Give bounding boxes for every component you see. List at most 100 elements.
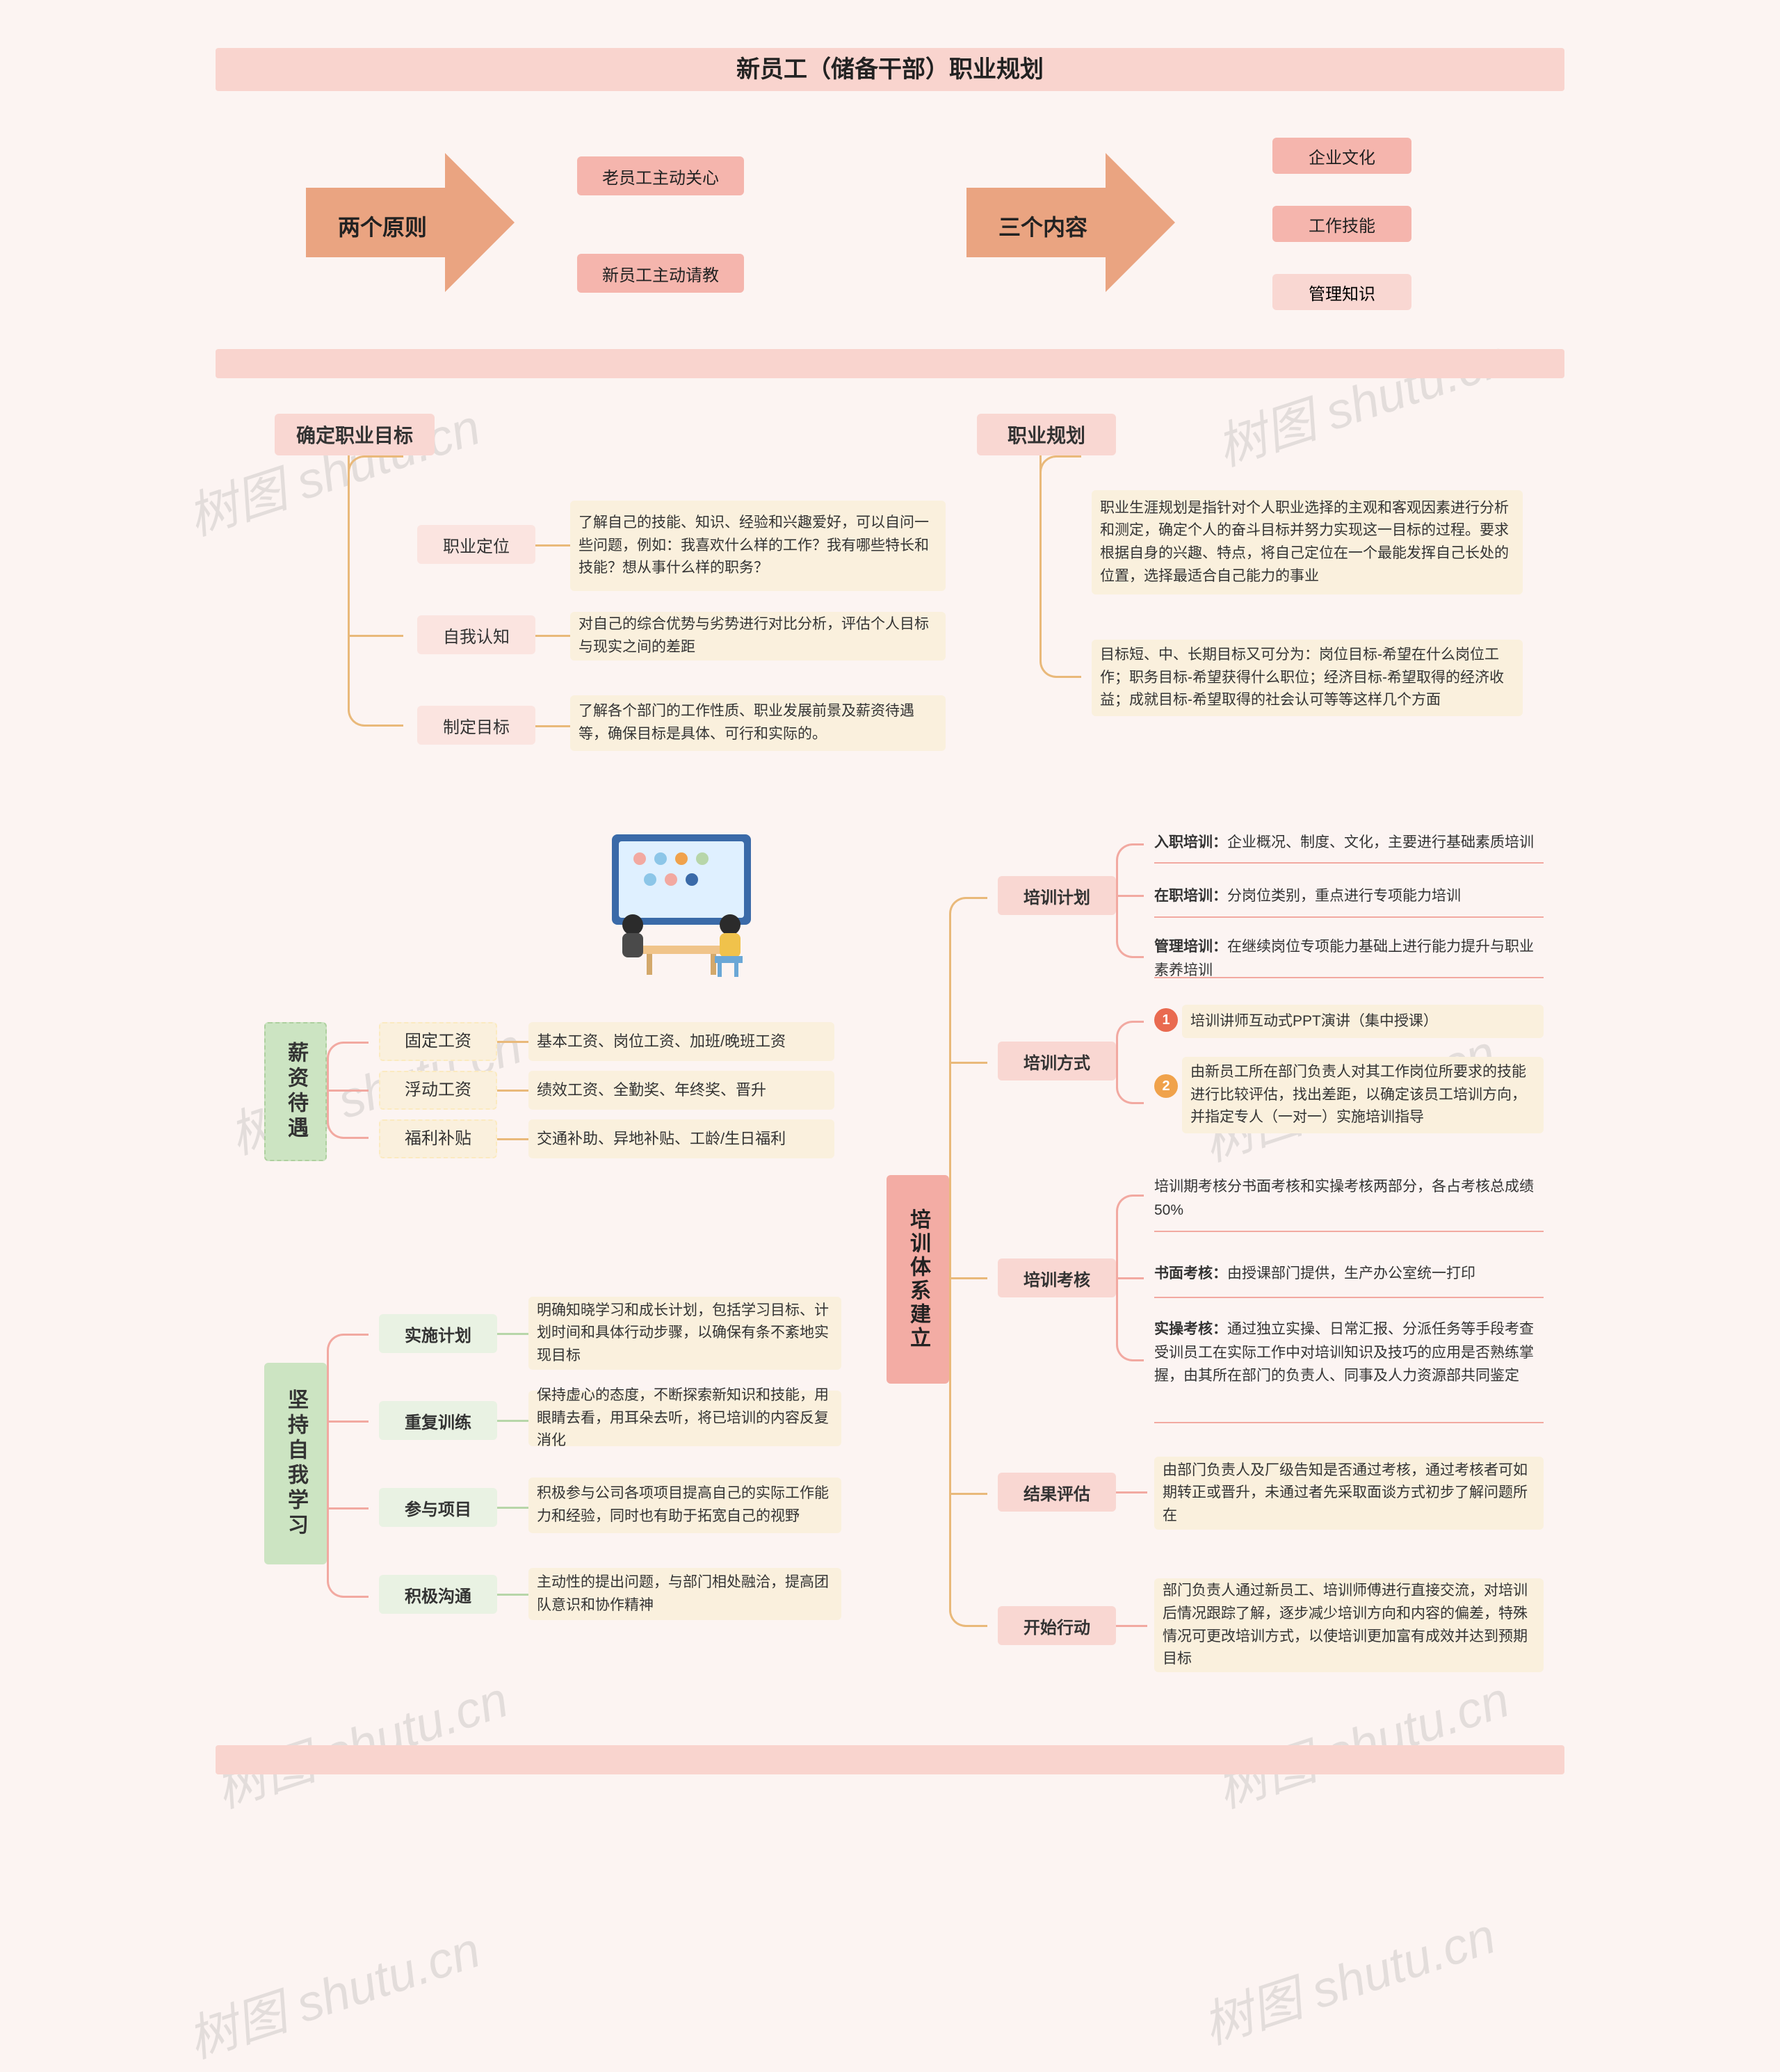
conn <box>497 1138 528 1140</box>
conn <box>348 455 403 727</box>
arrow-principles-label: 两个原则 <box>320 210 445 242</box>
content-item-2: 管理知识 <box>1272 274 1411 310</box>
selfstudy-row-2-desc: 积极参与公司各项项目提高自己的实际工作能力和经验，同时也有助于拓宽自己的视野 <box>528 1478 841 1533</box>
goal-row-2-desc: 了解各个部门的工作性质、职业发展前景及薪资待遇等，确保目标是具体、可行和实际的。 <box>570 695 946 751</box>
conn <box>1116 1195 1144 1278</box>
illustration-meeting <box>591 827 772 980</box>
conn <box>348 635 403 637</box>
watermark: 树图 shutu.cn <box>177 1909 487 2072</box>
training-sec-1-item-0: 培训讲师互动式PPT演讲（集中授课） <box>1182 1005 1544 1038</box>
plan-title: 职业规划 <box>977 414 1116 455</box>
goal-row-0-desc: 了解自己的技能、知识、经验和兴趣爱好，可以自问一些问题，例如：我喜欢什么样的工作… <box>570 501 946 591</box>
content-item-0: 企业文化 <box>1272 138 1411 174</box>
salary-row-1-label: 浮动工资 <box>379 1071 497 1110</box>
plan-para-0: 职业生涯规划是指针对个人职业选择的主观和客观因素进行分析和测定，确定个人的奋斗目… <box>1092 490 1523 594</box>
conn <box>949 897 987 1279</box>
conn <box>1116 895 1144 897</box>
salary-row-0-desc: 基本工资、岗位工资、加班/晚班工资 <box>528 1022 834 1061</box>
sep <box>1154 1422 1544 1423</box>
training-sec-4-desc: 部门负责人通过新员工、培训师傅进行直接交流，对培训后情况跟踪了解，逐步减少培训方… <box>1154 1578 1544 1672</box>
plan-para-1: 目标短、中、长期目标又可分为：岗位目标-希望在什么岗位工作；职务目标-希望获得什… <box>1092 640 1523 716</box>
number-badge-2: 2 <box>1154 1074 1178 1098</box>
training-sec-0-item-0: 入职培训：企业概况、制度、文化，主要进行基础素质培训 <box>1154 831 1544 855</box>
salary-title: 薪资待遇 <box>264 1022 327 1161</box>
conn <box>1116 1021 1144 1062</box>
watermark: 树图 shutu.cn <box>1206 316 1516 480</box>
content-item-1: 工作技能 <box>1272 206 1411 242</box>
conn <box>327 1334 369 1466</box>
conn <box>497 1420 528 1422</box>
conn <box>497 1090 528 1092</box>
training-sec-0-item-2: 管理培训：在继续岗位专项能力基础上进行能力提升与职业素养培训 <box>1154 935 1544 982</box>
conn <box>327 1090 369 1092</box>
conn <box>949 1279 987 1627</box>
conn <box>949 1493 987 1495</box>
divider-1 <box>216 349 1564 378</box>
conn <box>1116 1278 1144 1361</box>
arrow-contents: 三个内容 <box>966 153 1175 292</box>
number-badge-1: 1 <box>1154 1008 1178 1032</box>
selfstudy-row-3-desc: 主动性的提出问题，与部门相处融洽，提高团队意识和协作精神 <box>528 1568 841 1620</box>
conn <box>497 1333 528 1335</box>
training-sec-0-item-1: 在职培训：分岗位类别，重点进行专项能力培训 <box>1154 884 1544 908</box>
principle-item-1: 新员工主动请教 <box>577 254 744 293</box>
watermark: 树图 shutu.cn <box>1206 1658 1516 1822</box>
conn <box>949 1062 987 1064</box>
conn <box>497 1507 528 1509</box>
arrow-principles: 两个原则 <box>306 153 515 292</box>
conn <box>1039 455 1081 678</box>
conn <box>497 1041 528 1043</box>
selfstudy-row-2-label: 参与项目 <box>379 1488 497 1527</box>
salary-row-0-label: 固定工资 <box>379 1022 497 1061</box>
training-sec-3-label: 结果评估 <box>998 1473 1116 1512</box>
divider-2 <box>216 1745 1564 1774</box>
conn <box>535 725 570 727</box>
training-sec-1-label: 培训方式 <box>998 1042 1116 1080</box>
goal-row-0-label: 职业定位 <box>417 525 535 564</box>
conn <box>1116 843 1144 896</box>
training-sec-4-label: 开始行动 <box>998 1606 1116 1645</box>
conn <box>949 1277 987 1279</box>
conn <box>1116 1491 1147 1494</box>
conn <box>535 635 570 637</box>
sep <box>1154 862 1544 864</box>
selfstudy-title: 坚持自我学习 <box>264 1363 327 1564</box>
conn <box>1116 1062 1144 1104</box>
training-sec-2-item-1: 书面考核：由授课部门提供，生产办公室统一打印 <box>1154 1262 1544 1286</box>
conn <box>327 1042 369 1090</box>
conn <box>327 1090 369 1139</box>
sep <box>1154 1231 1544 1232</box>
selfstudy-row-3-label: 积极沟通 <box>379 1575 497 1614</box>
sep <box>1154 916 1544 918</box>
watermark: 树图 shutu.cn <box>204 1658 515 1822</box>
salary-row-2-label: 福利补贴 <box>379 1119 497 1158</box>
training-sec-2-label: 培训考核 <box>998 1258 1116 1297</box>
salary-row-2-desc: 交通补助、异地补贴、工龄/生日福利 <box>528 1119 834 1158</box>
selfstudy-row-1-desc: 保持虚心的态度，不断探索新知识和技能，用眼睛去看，用耳朵去听，将已培训的内容反复… <box>528 1391 841 1446</box>
salary-row-1-desc: 绩效工资、全勤奖、年终奖、晋升 <box>528 1071 834 1110</box>
training-sec-1-item-1: 由新员工所在部门负责人对其工作岗位所要求的技能进行比较评估，找出差距，以确定该员… <box>1182 1057 1544 1133</box>
conn <box>497 1594 528 1596</box>
goal-row-1-label: 自我认知 <box>417 615 535 654</box>
training-title: 培训体系建立 <box>887 1175 949 1384</box>
goal-title: 确定职业目标 <box>275 414 435 455</box>
conn <box>1116 1277 1144 1279</box>
training-sec-2-item-0: 培训期考核分书面考核和实操考核两部分，各占考核总成绩50% <box>1154 1175 1544 1222</box>
watermark: 树图 shutu.cn <box>1192 1895 1503 2058</box>
goal-row-1-desc: 对自己的综合优势与劣势进行对比分析，评估个人目标与现实之间的差距 <box>570 612 946 661</box>
arrow-contents-label: 三个内容 <box>980 210 1106 242</box>
sep <box>1154 977 1544 978</box>
conn <box>327 1421 369 1423</box>
training-sec-2-item-2: 实操考核：通过独立实操、日常汇报、分派任务等手段考查受训员工在实际工作中对培训知… <box>1154 1318 1544 1388</box>
conn <box>327 1507 369 1510</box>
conn <box>535 544 570 547</box>
training-sec-3-desc: 由部门负责人及厂级告知是否通过考核，通过考核者可如期转正或晋升，未通过者先采取面… <box>1154 1457 1544 1530</box>
selfstudy-row-0-label: 实施计划 <box>379 1314 497 1353</box>
conn <box>1116 896 1144 958</box>
conn <box>327 1466 369 1598</box>
principle-item-0: 老员工主动关心 <box>577 156 744 195</box>
sep <box>1154 1297 1544 1298</box>
selfstudy-row-1-label: 重复训练 <box>379 1401 497 1440</box>
canvas: 树图 shutu.cn 树图 shutu.cn 树图 shutu.cn 树图 s… <box>0 0 1780 2032</box>
selfstudy-row-0-desc: 明确知晓学习和成长计划，包括学习目标、计划时间和具体行动步骤，以确保有条不紊地实… <box>528 1297 841 1370</box>
